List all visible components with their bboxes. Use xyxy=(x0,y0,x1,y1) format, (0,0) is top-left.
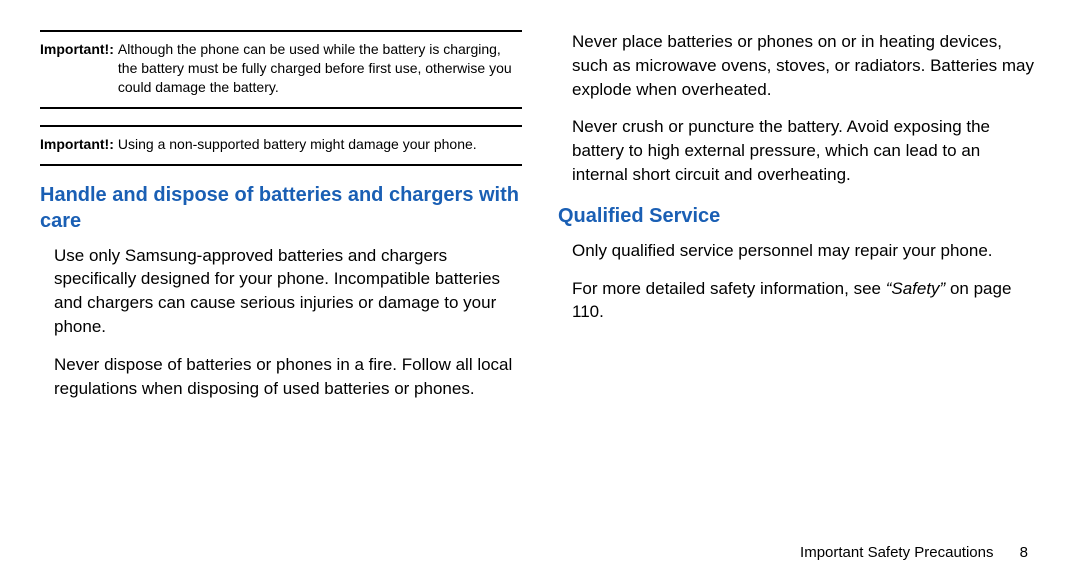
text-fragment: For more detailed safety information, se… xyxy=(572,279,886,298)
note-row: Important!:Using a non-supported battery… xyxy=(40,135,522,154)
body-paragraph: Use only Samsung-approved batteries and … xyxy=(40,244,522,339)
page-footer: Important Safety Precautions 8 xyxy=(800,544,1028,561)
footer-page-number: 8 xyxy=(1020,544,1028,561)
body-paragraph: Never dispose of batteries or phones in … xyxy=(40,353,522,401)
body-paragraph: Only qualified service personnel may rep… xyxy=(558,239,1040,263)
body-paragraph: Never crush or puncture the battery. Avo… xyxy=(558,115,1040,186)
note-label: Important!: xyxy=(40,136,118,152)
footer-section-title: Important Safety Precautions xyxy=(800,544,993,561)
right-column: Never place batteries or phones on or in… xyxy=(558,30,1040,414)
important-note-1: Important!: Although the phone can be us… xyxy=(40,30,522,109)
section-heading-service: Qualified Service xyxy=(558,203,1040,229)
note-text: Although the phone can be used while the… xyxy=(118,40,522,97)
body-paragraph: For more detailed safety information, se… xyxy=(558,277,1040,325)
left-column: Important!: Although the phone can be us… xyxy=(40,30,522,414)
important-note-2: Important!:Using a non-supported battery… xyxy=(40,125,522,166)
note-row: Important!: Although the phone can be us… xyxy=(40,40,522,97)
safety-reference: “Safety” xyxy=(886,279,946,298)
note-label: Important!: xyxy=(40,40,118,97)
body-paragraph: Never place batteries or phones on or in… xyxy=(558,30,1040,101)
page-content: Important!: Although the phone can be us… xyxy=(0,0,1080,414)
note-text: Using a non-supported battery might dama… xyxy=(118,136,477,152)
section-heading-batteries: Handle and dispose of batteries and char… xyxy=(40,182,522,234)
